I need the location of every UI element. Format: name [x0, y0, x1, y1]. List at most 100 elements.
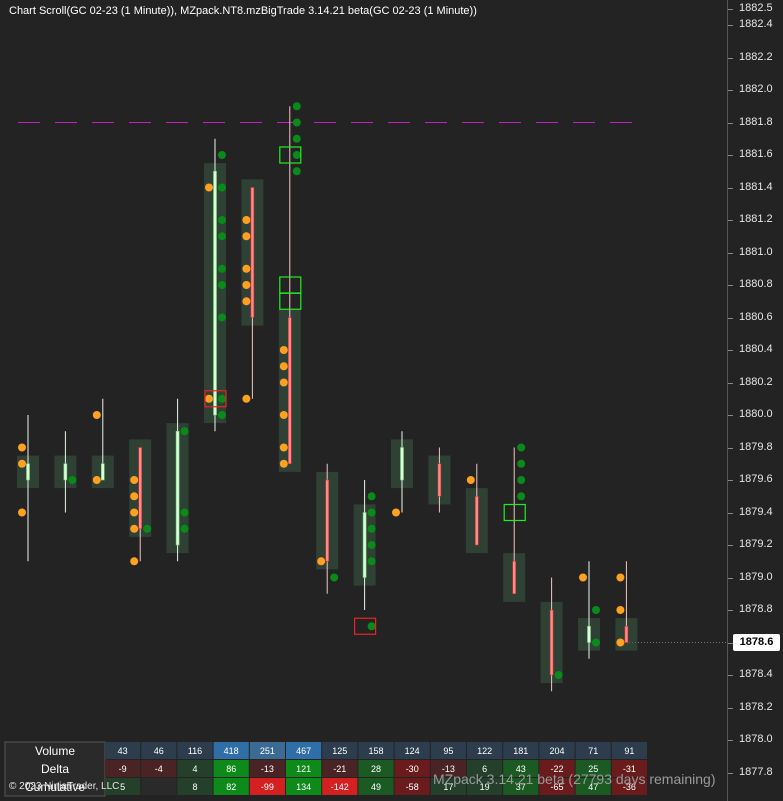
stats-cell-value: 71: [588, 746, 598, 756]
price-tick-mark: [728, 155, 733, 156]
price-tick-label: 1880.4: [739, 343, 773, 355]
buy-trade-dot: [517, 476, 526, 484]
stats-cell: [467, 778, 503, 795]
stats-cell: [177, 760, 213, 777]
buy-trade-dot: [218, 216, 226, 224]
price-tick-mark: [728, 187, 733, 189]
stats-cell: [430, 778, 466, 795]
stats-cell-value: 49: [371, 782, 381, 792]
stats-cell: [249, 742, 285, 759]
candle-body: [175, 430, 180, 546]
candle-body: [512, 560, 517, 595]
price-axis[interactable]: 1882.5 1882.4 1882.2 1882.0 1881.8 1881.6 1881…: [727, 0, 783, 801]
stats-cell: [539, 778, 575, 795]
buy-trade-dot: [292, 151, 301, 159]
sell-trade-dot: [579, 573, 587, 582]
price-tick-label: 1881.4: [739, 180, 773, 193]
sell-trade-dot: [130, 476, 139, 484]
price-tick-mark: [728, 57, 733, 59]
price-tick-label: 1878.2: [739, 700, 773, 713]
sell-trade-dot: [18, 443, 26, 452]
buy-trade-dot: [292, 134, 301, 143]
buy-trade-dot: [367, 492, 376, 501]
sell-trade-dot: [279, 346, 288, 354]
stats-row-label: Volume: [35, 744, 75, 758]
price-tick-label: 1880.6: [739, 310, 773, 323]
buy-trade-dot: [218, 313, 226, 322]
price-tick-mark: [728, 122, 733, 124]
price-tick-label: 1880.0: [739, 408, 773, 420]
buy-trade-dot: [330, 573, 339, 582]
stats-cell: [611, 760, 647, 777]
level-line-layer: [18, 122, 727, 643]
candle-body: [26, 463, 30, 481]
sell-big-trade-box: [204, 390, 227, 408]
stats-cell: [249, 778, 285, 795]
stats-cell-value: 28: [371, 764, 381, 774]
stats-cell-value: 467: [296, 746, 311, 756]
sell-trade-dot: [279, 411, 288, 419]
price-tick-mark: [728, 350, 733, 351]
price-tick-mark: [728, 220, 733, 221]
stats-cell: [575, 742, 611, 759]
candle-body: [213, 170, 217, 416]
stats-cell: [575, 760, 611, 777]
candle-body: [101, 463, 105, 481]
sell-trade-dot: [616, 606, 625, 614]
candle-body: [624, 625, 629, 643]
stats-cell: [503, 760, 539, 777]
price-tick-mark: [728, 415, 733, 416]
stats-cell-value: -30: [406, 764, 419, 774]
price-tick-mark: [728, 480, 733, 481]
stats-cell-value: 124: [405, 746, 420, 756]
stats-cell-value: -13: [261, 764, 274, 774]
stats-cell: [539, 760, 575, 777]
sell-trade-dot: [242, 216, 251, 224]
stats-cell-value: 4: [192, 764, 197, 774]
stats-cell: [141, 742, 177, 759]
buy-trade-dot: [367, 557, 376, 566]
chart-title: Chart Scroll(GC 02-23 (1 Minute)), MZpac…: [9, 5, 477, 17]
buy-trade-dot: [218, 411, 226, 419]
stats-cell: [394, 760, 430, 777]
price-tick-mark: [728, 707, 733, 709]
stats-cell: [467, 742, 503, 759]
price-tick-label: 1877.8: [739, 765, 773, 778]
stats-label-column: [4, 741, 106, 797]
stats-cell: [539, 742, 575, 759]
stats-cell: [430, 742, 466, 759]
stats-cell-value: 8: [192, 782, 197, 792]
price-tick-mark: [728, 545, 733, 546]
price-tick-label: 1879.6: [739, 473, 773, 485]
stats-cell: [177, 742, 213, 759]
price-tick-mark: [728, 577, 733, 579]
sell-trade-dot: [279, 362, 288, 371]
buy-trade-dot: [592, 638, 600, 647]
candle-body: [474, 495, 479, 546]
copyright-text: © 2023 NinjaTrader, LLC: [9, 781, 120, 792]
stats-cell-value: 43: [118, 746, 128, 756]
sell-trade-dot: [130, 492, 139, 501]
stats-cell-value: -99: [261, 782, 274, 792]
stats-cell-value: 25: [588, 764, 598, 774]
stats-cell-value: 125: [332, 746, 347, 756]
stats-cell: [322, 742, 358, 759]
buy-big-trade-box: [279, 292, 302, 310]
stats-cell: [105, 742, 141, 759]
stats-cell: [394, 778, 430, 795]
sell-trade-dot: [18, 508, 26, 517]
sell-trade-dot: [466, 476, 475, 484]
stats-cell-value: -4: [155, 764, 163, 774]
sell-trade-dot: [130, 508, 139, 517]
sell-trade-dot: [616, 638, 625, 647]
stats-cell: [611, 778, 647, 795]
stats-cell-value: -21: [333, 764, 346, 774]
sell-trade-dot: [205, 394, 213, 403]
mzpack-watermark: MZpack 3.14.21 beta (27793 days remainin…: [433, 771, 716, 787]
price-tick-label: 1881.8: [739, 115, 773, 128]
stats-cell: [249, 760, 285, 777]
stats-cell: [105, 778, 141, 795]
stats-cell: [503, 742, 539, 759]
